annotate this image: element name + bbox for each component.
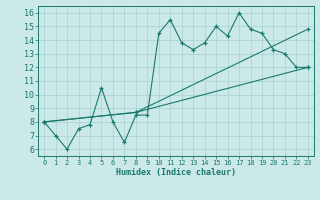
X-axis label: Humidex (Indice chaleur): Humidex (Indice chaleur) [116,168,236,177]
